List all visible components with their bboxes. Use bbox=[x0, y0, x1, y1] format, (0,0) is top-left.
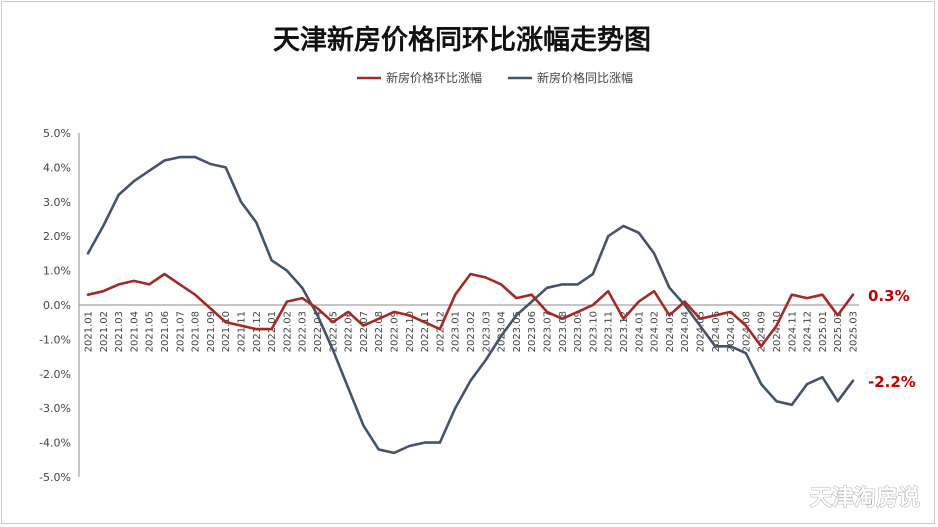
x-tick-label: 2021.07 bbox=[175, 311, 186, 352]
x-tick-label: 2024.03 bbox=[665, 311, 676, 352]
x-tick-label: 2025.01 bbox=[818, 311, 829, 352]
x-tick-label: 2024.12 bbox=[803, 311, 814, 352]
x-tick-label: 2022.06 bbox=[344, 311, 355, 352]
x-tick-label: 2023.03 bbox=[481, 311, 492, 352]
x-tick-label: 2021.12 bbox=[252, 311, 263, 352]
y-tick-label: 4.0% bbox=[43, 161, 71, 174]
x-tick-label: 2023.09 bbox=[573, 311, 584, 352]
x-tick-label: 2021.03 bbox=[114, 311, 125, 352]
chart-title: 天津新房价格同环比涨幅走势图 bbox=[273, 24, 651, 56]
x-axis: 2021.01 2021.02 2021.03 2021.04 2021.05 2021.… bbox=[79, 304, 860, 352]
x-tick-label: 2022.01 bbox=[267, 311, 278, 352]
x-tick-label: 2025.02 bbox=[833, 311, 844, 352]
x-tick-label: 2022.10 bbox=[405, 311, 416, 352]
x-tick-label: 2024.07 bbox=[726, 311, 737, 352]
y-tick-label: -4.0% bbox=[39, 437, 71, 450]
x-tick-label: 2024.01 bbox=[634, 311, 645, 352]
end-label-mom: 0.3% bbox=[868, 287, 910, 305]
x-tick-label: 2023.08 bbox=[558, 311, 569, 352]
y-axis: 5.0% 4.0% 3.0% 2.0% 1.0% 0.0% -1.0% -2.0% -3.0% -… bbox=[39, 127, 80, 484]
y-tick-label: 0.0% bbox=[43, 299, 71, 312]
legend-label-yoy: 新房价格同比涨幅 bbox=[537, 70, 633, 85]
x-tick-label: 2021.10 bbox=[221, 311, 232, 352]
x-tick-label: 2022.08 bbox=[374, 311, 385, 352]
x-tick-label: 2025.03 bbox=[849, 311, 860, 352]
end-label-yoy: -2.2% bbox=[868, 373, 916, 391]
x-tick-label: 2021.08 bbox=[191, 311, 202, 352]
x-tick-label: 2022.04 bbox=[313, 311, 324, 352]
x-tick-label: 2024.10 bbox=[772, 311, 783, 352]
x-tick-label: 2022.09 bbox=[390, 311, 401, 352]
x-tick-label: 2023.04 bbox=[497, 311, 508, 352]
watermark-text: 天津淘房说 bbox=[810, 485, 920, 511]
x-tick-label: 2023.05 bbox=[512, 311, 523, 352]
x-tick-label: 2021.02 bbox=[99, 311, 110, 352]
series-line-mom bbox=[86, 272, 855, 348]
x-tick-label: 2023.11 bbox=[604, 311, 615, 352]
y-tick-label: 5.0% bbox=[43, 127, 71, 140]
x-tick-label: 2022.12 bbox=[435, 311, 446, 352]
x-tick-label: 2024.04 bbox=[680, 311, 691, 352]
y-tick-label: -5.0% bbox=[39, 471, 71, 484]
x-tick-label: 2023.07 bbox=[543, 311, 554, 352]
x-tick-label: 2023.02 bbox=[466, 311, 477, 352]
x-tick-label: 2024.08 bbox=[741, 311, 752, 352]
x-tick-label: 2024.05 bbox=[696, 311, 707, 352]
legend: 新房价格环比涨幅 新房价格同比涨幅 bbox=[357, 70, 633, 85]
x-tick-label: 2021.11 bbox=[237, 311, 248, 352]
y-tick-label: -1.0% bbox=[39, 333, 71, 346]
legend-label-mom: 新房价格环比涨幅 bbox=[386, 70, 482, 85]
x-tick-label: 2021.06 bbox=[160, 311, 171, 352]
x-tick-label: 2022.02 bbox=[282, 311, 293, 352]
y-tick-label: 2.0% bbox=[43, 230, 71, 243]
x-tick-label: 2023.01 bbox=[451, 311, 462, 352]
x-tick-label: 2022.07 bbox=[359, 311, 370, 352]
y-tick-label: 1.0% bbox=[43, 265, 71, 278]
x-tick-label: 2022.03 bbox=[298, 311, 309, 352]
x-tick-label: 2022.05 bbox=[328, 311, 339, 352]
x-tick-label: 2021.09 bbox=[206, 311, 217, 352]
y-tick-label: -3.0% bbox=[39, 402, 71, 415]
y-tick-label: -2.0% bbox=[39, 368, 71, 381]
y-tick-label: 3.0% bbox=[43, 196, 71, 209]
x-tick-label: 2024.11 bbox=[787, 311, 798, 352]
x-tick-label: 2024.02 bbox=[650, 311, 661, 352]
series-line-yoy bbox=[86, 155, 855, 455]
x-tick-label: 2021.04 bbox=[129, 311, 140, 352]
x-tick-label: 2024.06 bbox=[711, 311, 722, 352]
x-tick-label: 2023.06 bbox=[527, 311, 538, 352]
x-tick-label: 2021.05 bbox=[145, 311, 156, 352]
x-tick-label: 2023.12 bbox=[619, 311, 630, 352]
x-tick-label: 2024.09 bbox=[757, 311, 768, 352]
series-layer bbox=[86, 155, 855, 455]
x-tick-label: 2023.10 bbox=[588, 311, 599, 352]
x-tick-label: 2021.01 bbox=[84, 311, 95, 352]
x-tick-label: 2022.11 bbox=[420, 311, 431, 352]
